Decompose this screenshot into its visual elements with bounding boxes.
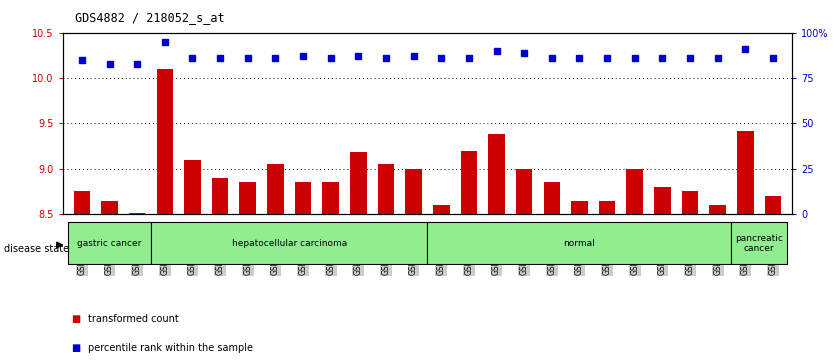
Text: hepatocellular carcinoma: hepatocellular carcinoma — [232, 239, 347, 248]
Bar — [350, 152, 367, 363]
Bar — [294, 183, 311, 363]
Bar — [378, 164, 394, 363]
Bar — [544, 183, 560, 363]
Bar — [151, 222, 427, 264]
Bar — [488, 134, 505, 363]
Bar — [427, 222, 731, 264]
Bar — [599, 200, 615, 363]
Text: percentile rank within the sample: percentile rank within the sample — [88, 343, 253, 354]
Bar — [654, 187, 671, 363]
Bar — [731, 222, 786, 264]
Bar — [267, 164, 284, 363]
Text: transformed count: transformed count — [88, 314, 178, 325]
Bar — [516, 169, 532, 363]
Bar — [184, 160, 201, 363]
Bar — [101, 200, 118, 363]
Bar — [433, 205, 450, 363]
Text: ■: ■ — [71, 343, 80, 354]
Bar — [323, 183, 339, 363]
Bar — [157, 69, 173, 363]
Bar — [710, 205, 726, 363]
Text: gastric cancer: gastric cancer — [78, 239, 142, 248]
Bar — [212, 178, 229, 363]
Text: disease state: disease state — [4, 244, 69, 254]
Bar — [68, 222, 151, 264]
Text: normal: normal — [564, 239, 595, 248]
Bar — [765, 196, 781, 363]
Text: pancreatic
cancer: pancreatic cancer — [736, 233, 783, 253]
Bar — [129, 213, 145, 363]
Bar — [681, 192, 698, 363]
Bar — [73, 192, 90, 363]
Bar — [239, 183, 256, 363]
Bar — [571, 200, 588, 363]
Text: ■: ■ — [71, 314, 80, 325]
Bar — [405, 169, 422, 363]
Bar — [737, 131, 754, 363]
Text: GDS4882 / 218052_s_at: GDS4882 / 218052_s_at — [75, 11, 224, 24]
Bar — [460, 151, 477, 363]
Bar — [626, 169, 643, 363]
